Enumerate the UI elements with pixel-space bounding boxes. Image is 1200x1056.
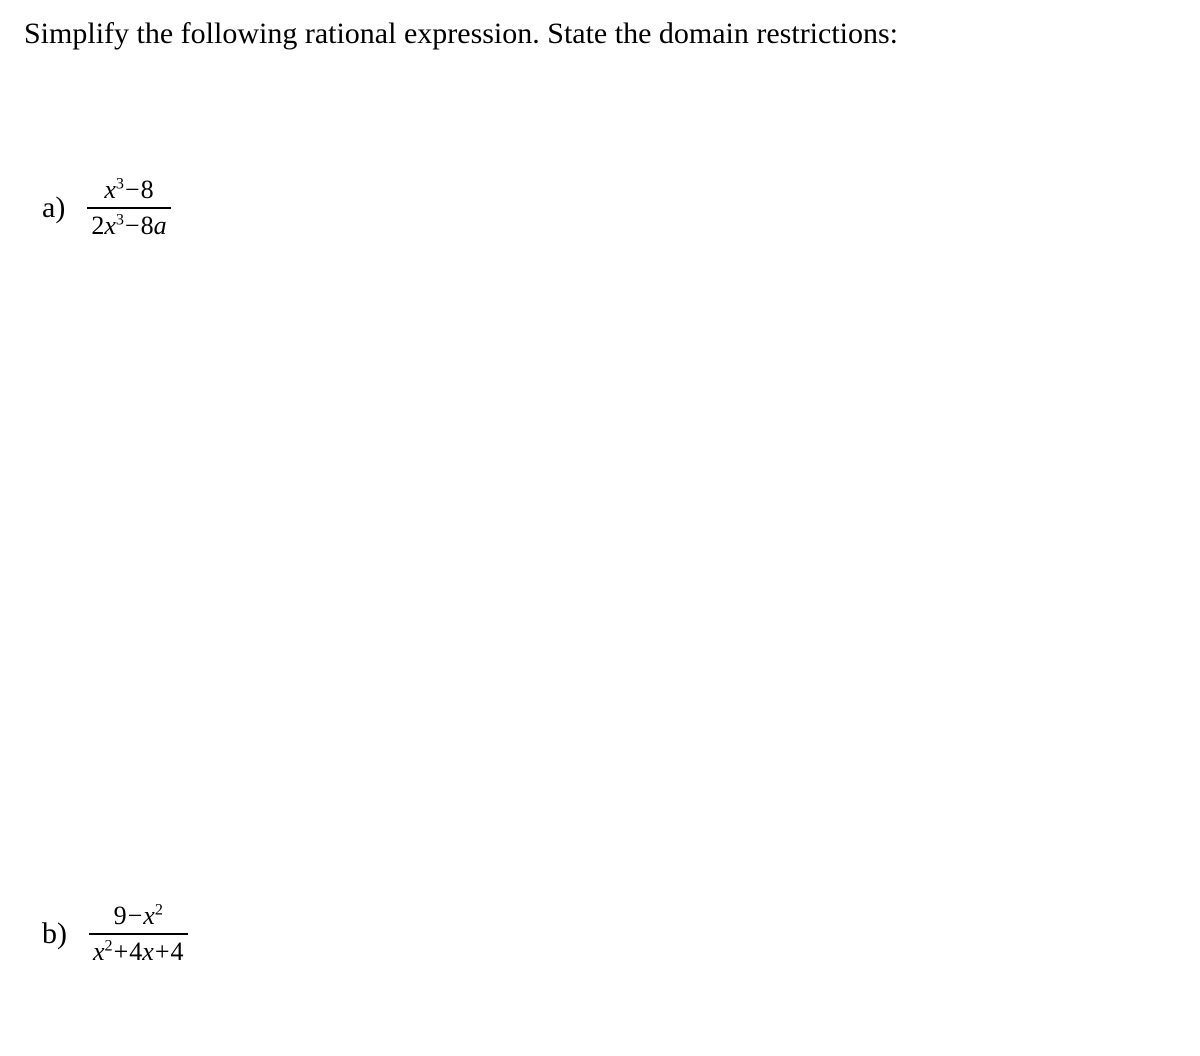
page: Simplify the following rational expressi… bbox=[0, 0, 1200, 981]
problem-b-fraction: 9−x2 x2+4x+4 bbox=[89, 901, 188, 967]
problem-a-numerator: x3−8 bbox=[100, 175, 157, 207]
problem-b: b) 9−x2 x2+4x+4 bbox=[42, 901, 1176, 967]
problem-a-denominator: 2x3−8a bbox=[87, 207, 170, 241]
problem-a-fraction: x3−8 2x3−8a bbox=[87, 175, 170, 241]
problem-a: a) x3−8 2x3−8a bbox=[42, 175, 1176, 241]
problem-b-label: b) bbox=[42, 917, 67, 951]
problem-b-denominator: x2+4x+4 bbox=[89, 933, 188, 967]
instruction-text: Simplify the following rational expressi… bbox=[24, 14, 1176, 55]
problem-b-numerator: 9−x2 bbox=[110, 901, 167, 933]
problem-a-label: a) bbox=[42, 191, 65, 225]
